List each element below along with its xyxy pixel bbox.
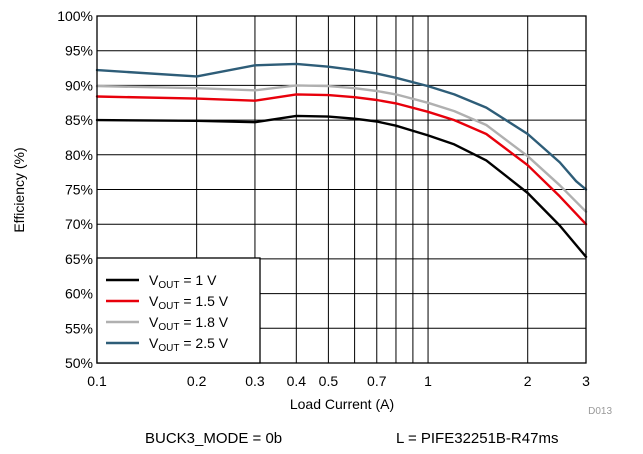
legend-label-4: VOUT = 2.5 V [149,335,229,354]
plot-border [96,15,587,364]
legend-label-2: VOUT = 1.5 V [149,293,229,312]
series-line-4 [95,62,588,191]
x-tick-labels: 0.1 0.2 0.3 0.4 0.5 0.7 1 2 3 [87,373,590,389]
x-tick-label: 1 [424,373,432,389]
y-tick-label: 75% [65,182,93,198]
legend-box [96,257,261,364]
x-axis-label: Load Current (A) [290,396,394,412]
y-tick-label: 70% [65,216,93,232]
x-tick-label: 0.3 [245,373,265,389]
x-tick-label: 0.4 [287,373,307,389]
x-tick-label: 0.1 [87,373,107,389]
legend-label-3: VOUT = 1.8 V [149,314,229,333]
plot-frame [96,15,587,364]
y-tick-label: 90% [65,77,93,93]
figure-id: D013 [588,406,612,417]
y-tick-label: 60% [65,286,93,302]
footer-inductor: L = PIFE32251B-R47ms [396,430,559,447]
y-tick-labels: 50% 55% 60% 65% 70% 75% 80% 85% 90% 95% 100% [57,8,93,371]
y-tick-label: 100% [57,8,93,24]
y-tick-label: 80% [65,147,93,163]
series-line-3 [95,84,588,213]
y-tick-label: 85% [65,112,93,128]
x-tick-label: 0.2 [187,373,207,389]
chart-series [95,62,588,258]
y-tick-label: 65% [65,251,93,267]
series-line-2 [95,93,588,226]
footer-buck-mode: BUCK3_MODE = 0b [145,430,283,447]
x-tick-label: 2 [524,373,532,389]
y-tick-label: 50% [65,355,93,371]
x-tick-label: 0.7 [367,373,387,389]
x-tick-label: 0.5 [319,373,339,389]
y-tick-label: 55% [65,320,93,336]
legend: VOUT = 1 V VOUT = 1.5 V VOUT = 1.8 V VOUT =… [96,257,261,364]
y-axis-label: Efficiency (%) [11,147,27,232]
series-line-1 [95,114,588,258]
y-tick-label: 95% [65,43,93,59]
legend-label-1: VOUT = 1 V [149,272,217,291]
x-tick-label: 3 [582,373,590,389]
